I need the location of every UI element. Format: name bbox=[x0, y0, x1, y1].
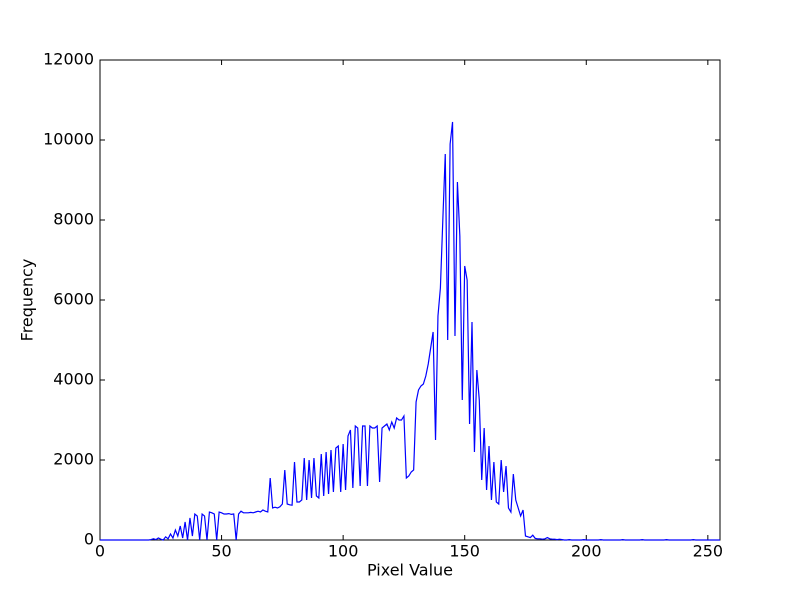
y-tick-label: 8000 bbox=[53, 210, 94, 229]
y-tick-label: 6000 bbox=[53, 290, 94, 309]
x-tick-label: 50 bbox=[211, 542, 231, 561]
y-tick-label: 10000 bbox=[43, 130, 94, 149]
y-axis-label: Frequency bbox=[18, 259, 37, 342]
plot-frame bbox=[99, 59, 721, 541]
y-tick-label: 0 bbox=[84, 530, 94, 549]
x-tick-label: 0 bbox=[95, 542, 105, 561]
data-line bbox=[100, 121, 720, 541]
x-tick-label: 200 bbox=[571, 542, 602, 561]
x-tick-label: 150 bbox=[449, 542, 480, 561]
y-tick-label: 4000 bbox=[53, 370, 94, 389]
x-tick-label: 100 bbox=[328, 542, 359, 561]
x-tick-label: 250 bbox=[693, 542, 724, 561]
x-axis-label: Pixel Value bbox=[367, 561, 453, 580]
y-tick-label: 2000 bbox=[53, 450, 94, 469]
y-tick-label: 12000 bbox=[43, 50, 94, 69]
